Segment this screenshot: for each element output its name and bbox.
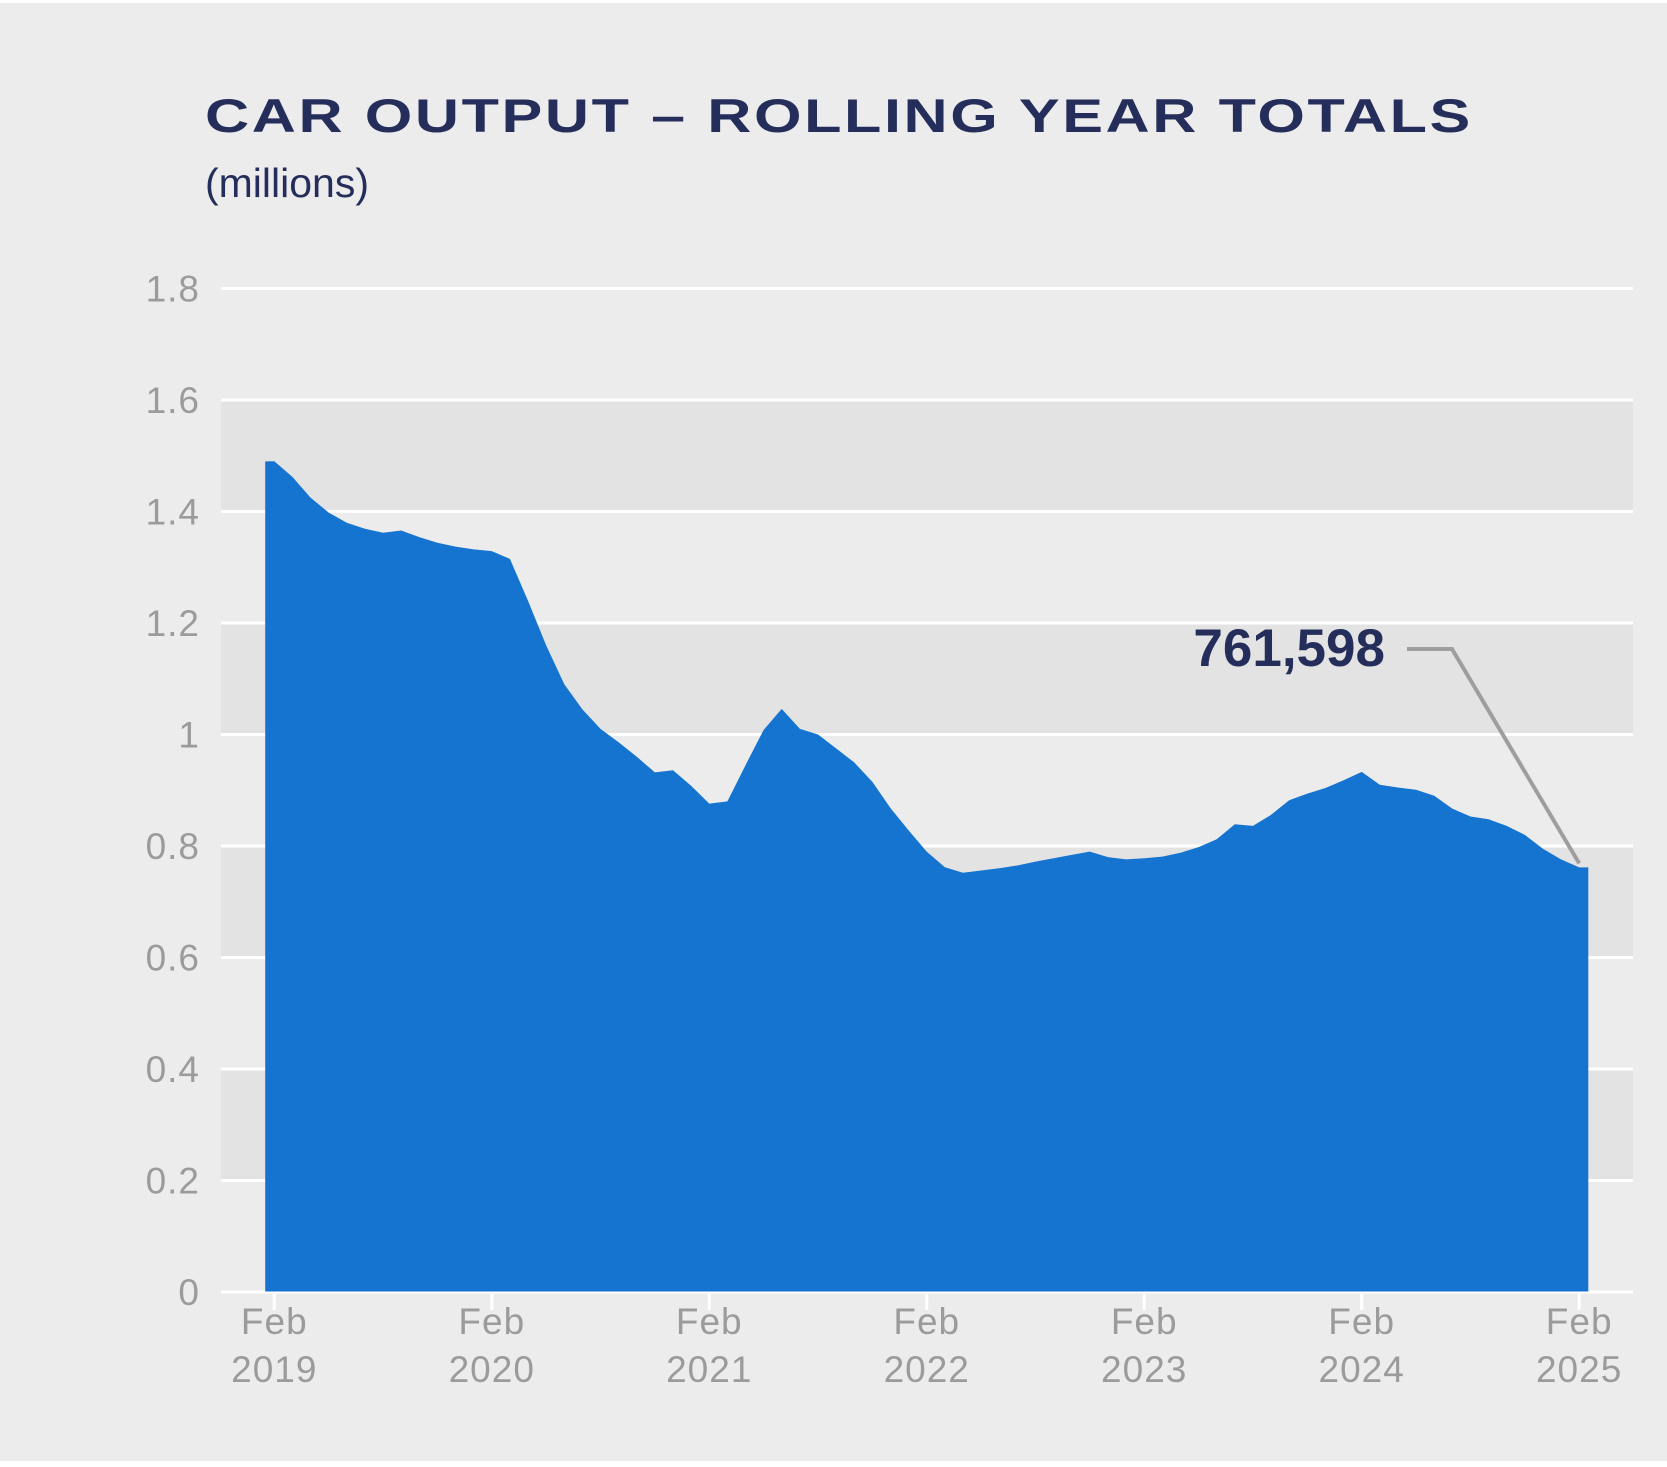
- area-series: [265, 461, 1589, 1292]
- chart-title: CAR OUTPUT – ROLLING YEAR TOTALS: [205, 89, 1473, 142]
- chart-subtitle: (millions): [205, 160, 369, 206]
- x-axis-tick-label: 2019: [231, 1349, 317, 1390]
- x-axis-tick-label: Feb: [893, 1301, 960, 1342]
- x-axis-tick-label: 2020: [449, 1349, 535, 1390]
- annotation-callout-line: [1407, 647, 1581, 865]
- y-axis-tick-label: 0.6: [146, 938, 200, 979]
- x-axis-tick-label: 2023: [1101, 1349, 1187, 1390]
- x-axis-tick-label: 2024: [1319, 1349, 1405, 1390]
- series-group: [265, 461, 1589, 1292]
- bottom-edge-strip: [0, 1461, 1667, 1467]
- y-axis-tick-label: 1.2: [146, 603, 200, 644]
- annotation-value-label: 761,598: [1193, 619, 1385, 678]
- y-axis-labels: 0 0.2 0.4 0.6 0.8 1 1.2 1.4 1.6 1.8: [146, 269, 200, 1314]
- y-axis-tick-label: 0: [178, 1272, 200, 1313]
- y-axis-tick-label: 1.8: [146, 269, 200, 310]
- y-axis-tick-label: 0.8: [146, 826, 200, 867]
- y-axis-tick-label: 1: [178, 715, 200, 756]
- x-axis-tick-label: Feb: [458, 1301, 525, 1342]
- x-axis-tick-label: 2021: [666, 1349, 752, 1390]
- x-axis-tick-label: 2022: [884, 1349, 970, 1390]
- y-axis-tick-label: 0.2: [146, 1161, 200, 1202]
- y-axis-tick-label: 1.6: [146, 380, 200, 421]
- grid-band: [221, 400, 1633, 512]
- x-axis-labels: Feb 2019 Feb 2020 Feb 2021 Feb 2022 Feb 2023 Feb 20…: [231, 1301, 1622, 1390]
- x-axis-tick-label: Feb: [1111, 1301, 1178, 1342]
- x-axis-tick-label: Feb: [1546, 1301, 1613, 1342]
- x-axis-tick-label: 2025: [1536, 1349, 1622, 1390]
- x-axis-tick-label: Feb: [1328, 1301, 1395, 1342]
- x-axis-tick-label: Feb: [676, 1301, 743, 1342]
- top-edge-strip: [0, 0, 1667, 3]
- x-axis-tick-label: Feb: [241, 1301, 308, 1342]
- y-axis-tick-label: 1.4: [146, 492, 200, 533]
- y-axis-tick-label: 0.4: [146, 1049, 200, 1090]
- x-axis-group: [272, 1294, 1581, 1310]
